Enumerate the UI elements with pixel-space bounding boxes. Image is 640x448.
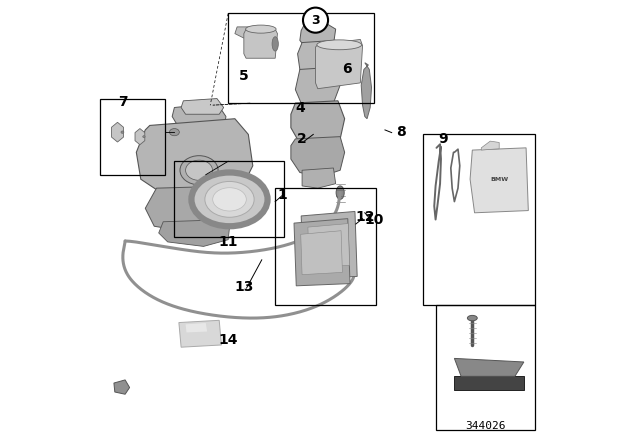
- Polygon shape: [481, 141, 499, 150]
- Polygon shape: [302, 168, 336, 188]
- Polygon shape: [181, 99, 224, 114]
- Polygon shape: [454, 376, 524, 390]
- Polygon shape: [316, 39, 362, 89]
- Text: 14: 14: [218, 333, 238, 348]
- Text: 1: 1: [277, 188, 287, 202]
- Text: 12: 12: [355, 210, 374, 224]
- Ellipse shape: [143, 136, 145, 138]
- Polygon shape: [361, 63, 371, 119]
- Polygon shape: [300, 22, 336, 52]
- Ellipse shape: [272, 37, 278, 51]
- Ellipse shape: [246, 25, 276, 33]
- Circle shape: [303, 8, 328, 33]
- Text: 344026: 344026: [465, 421, 506, 431]
- Ellipse shape: [170, 129, 179, 136]
- Polygon shape: [114, 380, 130, 394]
- Polygon shape: [159, 220, 230, 246]
- Ellipse shape: [467, 315, 477, 321]
- Polygon shape: [111, 122, 124, 142]
- Polygon shape: [179, 320, 221, 347]
- Ellipse shape: [186, 160, 212, 180]
- Ellipse shape: [336, 186, 344, 199]
- Polygon shape: [135, 129, 145, 145]
- Polygon shape: [308, 224, 349, 267]
- Ellipse shape: [191, 172, 268, 226]
- Polygon shape: [145, 186, 242, 233]
- Text: BMW: BMW: [490, 177, 508, 182]
- Polygon shape: [291, 101, 345, 148]
- Ellipse shape: [212, 188, 246, 211]
- Ellipse shape: [121, 131, 124, 134]
- Ellipse shape: [180, 156, 218, 185]
- Polygon shape: [454, 358, 524, 376]
- Polygon shape: [301, 231, 342, 275]
- Text: 3: 3: [311, 13, 320, 27]
- Polygon shape: [244, 29, 278, 58]
- Polygon shape: [298, 40, 340, 78]
- Text: 7: 7: [118, 95, 128, 109]
- Text: 4: 4: [295, 100, 305, 115]
- Text: 10: 10: [364, 212, 383, 227]
- Polygon shape: [136, 119, 253, 202]
- Text: 9: 9: [438, 132, 448, 146]
- Ellipse shape: [317, 40, 362, 50]
- Polygon shape: [186, 323, 207, 332]
- Polygon shape: [294, 219, 350, 286]
- Text: 13: 13: [234, 280, 253, 294]
- Polygon shape: [301, 211, 357, 279]
- Polygon shape: [172, 103, 226, 134]
- Text: 6: 6: [342, 62, 352, 77]
- Ellipse shape: [205, 181, 254, 217]
- Polygon shape: [235, 27, 253, 38]
- Text: 8: 8: [396, 125, 406, 139]
- Text: 5: 5: [239, 69, 249, 83]
- Text: 11: 11: [218, 235, 238, 249]
- Polygon shape: [291, 137, 345, 177]
- Polygon shape: [470, 148, 529, 213]
- Polygon shape: [296, 67, 340, 108]
- Text: 2: 2: [297, 132, 307, 146]
